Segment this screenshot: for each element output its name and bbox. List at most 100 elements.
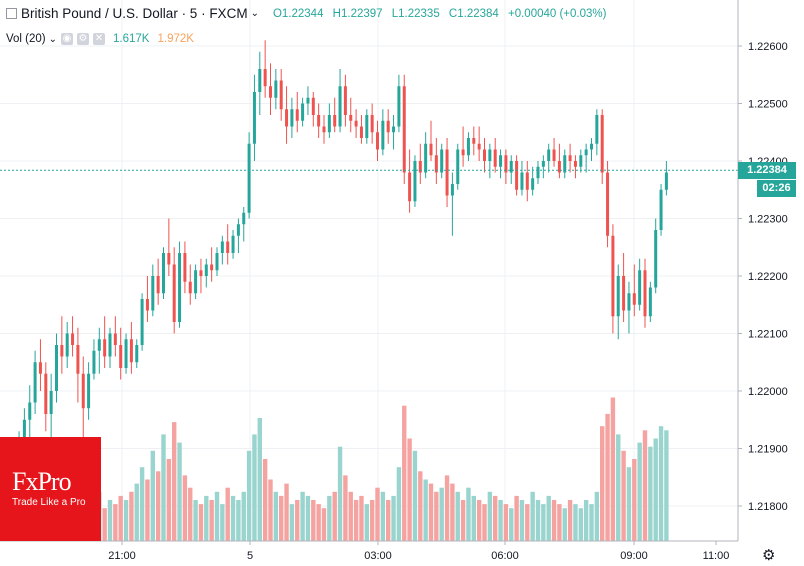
eye-icon[interactable]: ◉	[61, 33, 74, 45]
y-tick-label: 1.22000	[748, 386, 788, 398]
candle-body	[584, 149, 588, 156]
volume-bar	[418, 471, 423, 541]
candle-body	[557, 161, 561, 173]
volume-bar	[139, 467, 145, 541]
chevron-down-icon[interactable]: ⌄	[250, 8, 259, 19]
volume-bar	[107, 500, 113, 541]
ohlc-values: O1.22344 H1.22397 L1.22335 C1.22384 +0.0…	[273, 8, 607, 20]
volume-bar	[653, 438, 658, 541]
logo-tagline: Trade Like a Pro	[12, 497, 86, 508]
candle-body	[531, 178, 535, 190]
volume-bar	[332, 491, 337, 541]
volume-bar	[289, 504, 295, 541]
candle-body	[600, 115, 604, 173]
candle-body	[376, 132, 379, 150]
candle-body	[71, 333, 75, 345]
volume-bar	[642, 430, 648, 541]
candle-body	[113, 333, 117, 345]
candle-body	[279, 80, 283, 110]
candle-body	[33, 362, 37, 403]
volume-bar	[102, 508, 107, 541]
y-tick-label: 1.22600	[748, 41, 788, 53]
volume-bar	[594, 491, 600, 541]
volume-bar	[380, 491, 386, 541]
candle-body	[124, 339, 128, 368]
volume-bar	[337, 446, 343, 541]
candle-body	[418, 161, 422, 173]
candle-body	[397, 86, 401, 127]
candle-body	[317, 115, 321, 127]
candle-body	[172, 264, 176, 322]
chart-settings-icon[interactable]: ⚙	[762, 547, 776, 564]
volume-bar	[605, 413, 610, 541]
price-candles	[1, 40, 668, 512]
volume-bar	[220, 504, 225, 541]
volume-bar	[616, 434, 621, 541]
volume-bar	[150, 450, 155, 541]
candle-body	[194, 270, 198, 294]
candle-body	[333, 115, 337, 127]
volume-bar	[327, 495, 332, 541]
candle-body	[108, 333, 112, 357]
candle-body	[210, 264, 214, 271]
candle-body	[311, 97, 315, 115]
candle-body	[28, 402, 32, 420]
volume-bar	[578, 508, 583, 541]
candle-body	[290, 109, 294, 127]
volume-label[interactable]: Vol (20)	[6, 33, 46, 45]
candle-body	[162, 253, 165, 294]
volume-bar	[658, 426, 664, 541]
candle-body	[568, 155, 572, 161]
candle-body	[226, 241, 230, 253]
candle-body	[638, 270, 642, 305]
volume-bar	[402, 405, 407, 541]
close-icon[interactable]: ✕	[93, 33, 106, 45]
chevron-down-icon[interactable]: ⌄	[48, 33, 58, 45]
candle-body	[632, 293, 636, 305]
volume-bar	[284, 483, 289, 541]
candle-body	[408, 172, 412, 202]
gear-icon[interactable]: ⚙	[77, 33, 90, 45]
volume-bar	[359, 495, 364, 541]
volume-bar	[557, 504, 562, 541]
y-tick-label: 1.22500	[748, 99, 788, 111]
volume-bar	[493, 495, 498, 541]
candle-body	[450, 184, 454, 196]
time-axis[interactable]: 21:00 5 03:00 06:00 09:00 11:00	[0, 540, 738, 562]
volume-bar	[407, 438, 412, 541]
volume-bar	[214, 491, 220, 541]
symbol-title[interactable]: British Pound / U.S. Dollar · 5 · FXCM	[21, 6, 248, 21]
candle-body	[483, 149, 486, 161]
volume-bar	[230, 495, 236, 541]
volume-bar	[193, 500, 198, 541]
volume-bar	[129, 491, 134, 541]
volume-bar	[262, 459, 268, 541]
candle-body	[466, 138, 470, 156]
price-axis[interactable]: 1.226001.225001.224001.223001.222001.221…	[737, 0, 788, 541]
candle-body	[520, 172, 524, 190]
volume-bar	[466, 487, 471, 541]
volume-bar	[439, 487, 444, 541]
candle-body	[499, 155, 503, 167]
candle-body	[654, 230, 658, 288]
candle-body	[440, 149, 444, 173]
candle-body	[156, 276, 160, 294]
candle-body	[547, 149, 551, 161]
volume-bar	[343, 475, 348, 541]
collapse-icon[interactable]	[6, 8, 17, 19]
candle-body	[573, 161, 577, 167]
open-value: O1.22344	[272, 7, 324, 20]
volume-bar	[573, 504, 578, 541]
volume-bar	[514, 495, 519, 541]
candle-body	[231, 235, 235, 253]
volume-bar	[246, 450, 252, 541]
candle-body	[392, 126, 396, 133]
candle-body	[81, 373, 85, 409]
candle-body	[199, 270, 203, 276]
candle-body	[204, 264, 208, 276]
candle-body	[424, 143, 428, 173]
volume-bar	[177, 442, 182, 541]
volume-bar	[348, 491, 353, 541]
candle-body	[322, 126, 326, 133]
